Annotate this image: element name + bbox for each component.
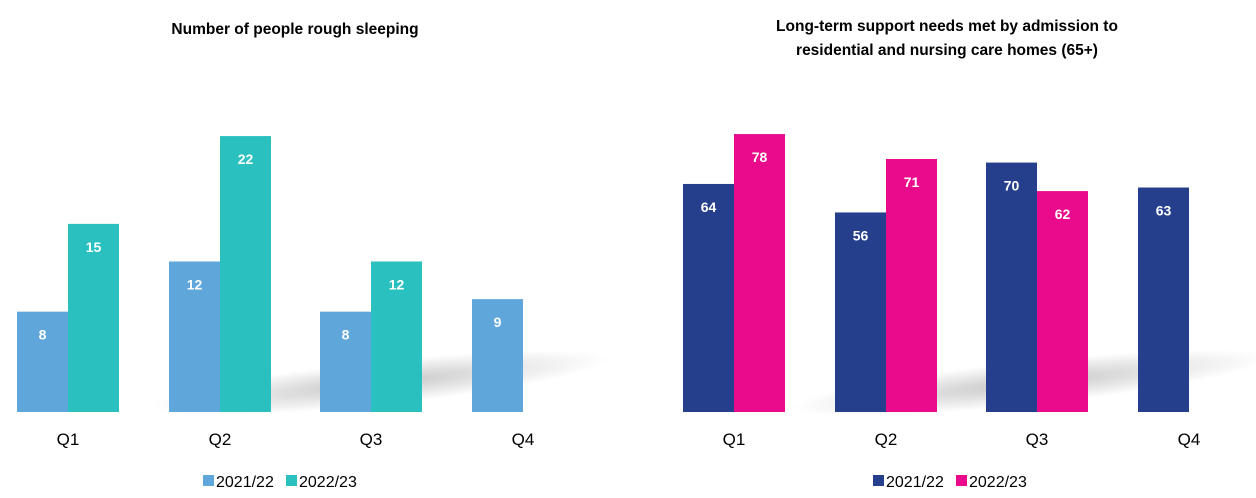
bar-q3-2021-22: [320, 311, 371, 412]
chart-title-line-2: residential and nursing care homes (65+): [796, 42, 1098, 59]
chart-legend: 2021/22 2022/23: [203, 474, 357, 491]
bar-q3-2021-22: [986, 162, 1037, 412]
bar-q2-2021-22: [169, 261, 220, 412]
data-label: 78: [752, 149, 768, 165]
bar-q3-2022-23: [1037, 191, 1088, 412]
data-label: 8: [342, 327, 350, 343]
bar-q1-2021-22: [683, 183, 734, 412]
x-tick-label: Q3: [360, 430, 383, 449]
data-label: 63: [1156, 203, 1172, 219]
data-label: 71: [904, 174, 920, 190]
data-label: 9: [494, 314, 502, 330]
legend-label: 2021/22: [886, 474, 944, 491]
chart-legend: 2021/22 2022/23: [873, 474, 1027, 491]
bar-q1-2022-23: [68, 223, 119, 412]
x-tick-label: Q4: [512, 430, 535, 449]
data-label: 12: [389, 277, 405, 293]
data-label: 12: [187, 277, 203, 293]
legend-swatch: [286, 475, 297, 486]
chart-title-line-1: Long-term support needs met by admission…: [776, 18, 1118, 35]
rough-sleeping-chart: Number of people rough sleeping 8 15 12 22 8…: [17, 21, 609, 491]
x-tick-label: Q1: [723, 430, 746, 449]
chart-title: Number of people rough sleeping: [171, 21, 418, 38]
data-label: 15: [86, 239, 102, 255]
x-tick-label: Q2: [209, 430, 232, 449]
data-label: 56: [853, 227, 869, 243]
care-homes-admissions-chart: Long-term support needs met by admission…: [683, 18, 1256, 491]
data-label: 64: [701, 199, 717, 215]
bar-q4-2021-22: [1138, 187, 1189, 412]
data-label: 62: [1055, 206, 1071, 222]
legend-swatch: [873, 475, 884, 486]
legend-label: 2022/23: [299, 474, 357, 491]
data-label: 70: [1004, 178, 1020, 194]
x-tick-label: Q2: [875, 430, 898, 449]
legend-label: 2021/22: [216, 474, 274, 491]
bar-q2-2022-23: [220, 136, 271, 413]
x-tick-label: Q4: [1178, 430, 1201, 449]
legend-swatch: [203, 475, 214, 486]
bar-q1-2022-23: [734, 134, 785, 412]
data-label: 8: [39, 327, 47, 343]
bar-q4-2021-22: [472, 299, 523, 412]
bar-q2-2022-23: [886, 159, 937, 412]
data-label: 22: [238, 151, 254, 167]
x-tick-label: Q1: [57, 430, 80, 449]
bar-q3-2022-23: [371, 261, 422, 412]
x-tick-label: Q3: [1026, 430, 1049, 449]
bar-q2-2021-22: [835, 212, 886, 412]
bar-q1-2021-22: [17, 311, 68, 412]
legend-swatch: [956, 475, 967, 486]
legend-label: 2022/23: [969, 474, 1027, 491]
